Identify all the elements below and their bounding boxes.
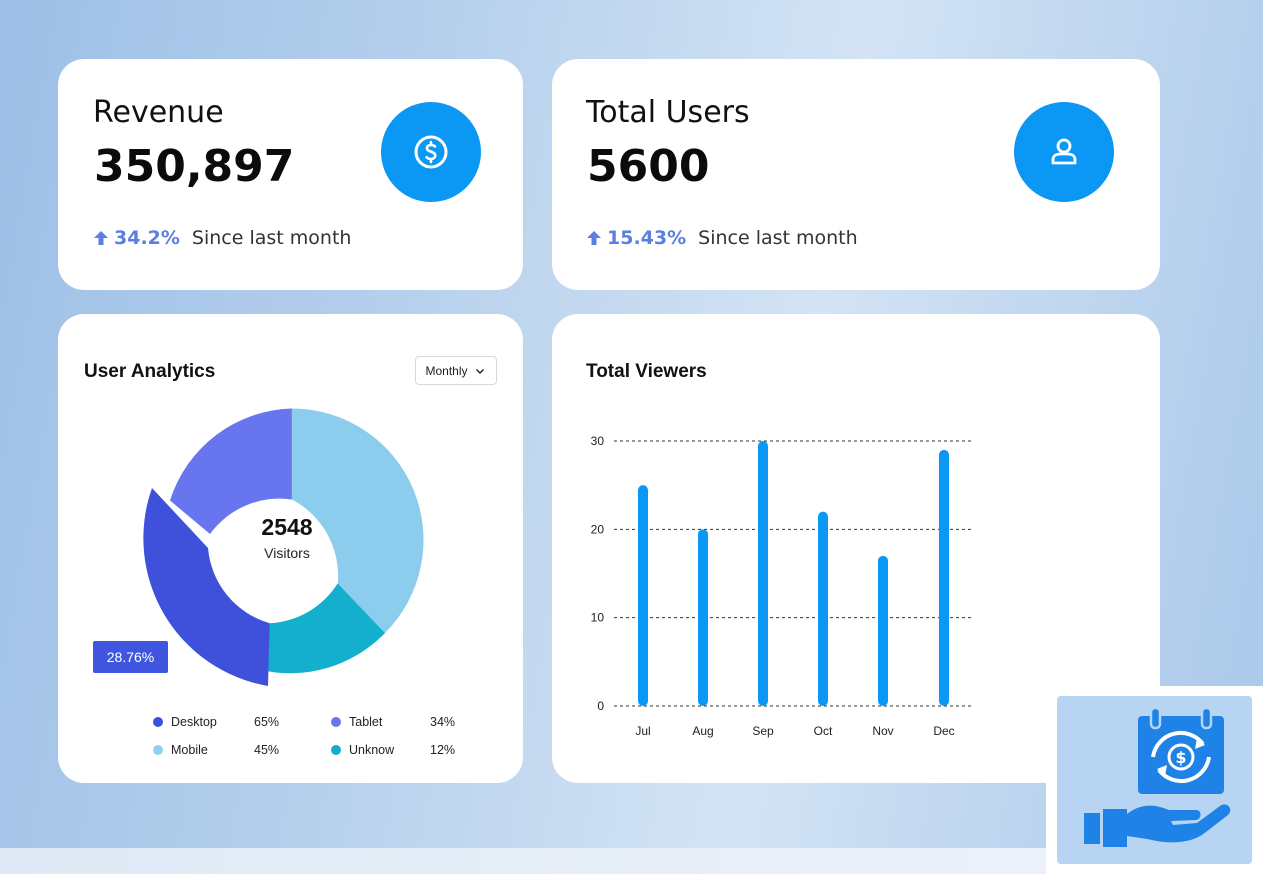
bar-aug [698,529,708,706]
legend-label-unknow: Unknow [349,743,395,757]
bar-sep [758,441,768,706]
y-tick-label: 0 [597,699,604,713]
legend-mobile: Mobile [153,743,208,757]
chevron-down-icon [475,368,484,374]
desktop-tooltip: 28.76% [93,641,168,673]
revenue-icon-button [381,102,481,202]
legend-pct-unknow: 12% [430,743,456,757]
bar-nov [878,555,888,706]
users-trend: 15.43% Since last month [585,227,858,249]
users-label: Total Users [586,95,750,130]
legend-label-desktop: Desktop [171,715,217,729]
promo-card: $ [1046,686,1263,874]
x-tick-label: Aug [692,724,713,738]
user-icon [1051,138,1077,165]
legend-tablet: Tablet [331,715,382,729]
svg-text:$: $ [1175,748,1186,767]
y-tick-label: 30 [591,434,605,448]
user-analytics-title: User Analytics [84,361,216,382]
users-icon-button [1014,102,1114,202]
period-dropdown[interactable]: Monthly [415,356,497,385]
x-tick-label: Nov [872,724,893,738]
donut-chart [143,408,424,686]
legend-label-tablet: Tablet [349,715,383,729]
revenue-card: Revenue 350,897 34.2% Since last month [58,59,523,290]
users-value: 5600 [587,141,710,192]
x-tick-label: Dec [933,724,954,738]
y-tick-label: 20 [591,522,605,536]
legend-dot-tablet [331,717,341,727]
donut-center: 2548 Visitors [242,514,332,561]
bar-dec [939,449,949,706]
x-tick-label: Sep [752,724,774,738]
legend-dot-mobile [153,745,163,755]
arrow-up-icon [94,231,108,245]
revenue-change: 34.2% [114,227,180,249]
recurring-payment-icon: $ [1084,706,1231,847]
visitors-count: 2548 [261,514,313,540]
legend-desktop: Desktop [153,715,217,729]
revenue-trend: 34.2% Since last month [92,227,351,249]
revenue-label: Revenue [93,95,224,130]
revenue-since: Since last month [191,227,352,249]
bar-jul [638,485,648,706]
donut-slice-unknow [258,583,385,674]
bar-chart: 0 10 20 30 Jul Aug Sep Oct Nov Dec [591,434,974,738]
legend-pct-mobile: 45% [254,743,280,757]
legend-label-mobile: Mobile [171,743,208,757]
users-since: Since last month [698,227,858,249]
legend-dot-desktop [153,717,163,727]
period-value: Monthly [425,363,468,378]
donut-slice-mobile [291,408,424,633]
user-analytics-card: User Analytics Monthly 2548 Visitors 28.… [58,314,523,783]
x-tick-label: Oct [814,724,833,738]
legend-unknow: Unknow [331,743,394,757]
visitors-label: Visitors [264,545,310,561]
revenue-value: 350,897 [94,141,295,192]
arrow-up-icon [587,231,601,245]
promo-illustration: $ [1057,696,1252,864]
legend-pct-desktop: 65% [254,715,280,729]
donut-slice-tablet [170,408,292,534]
x-tick-label: Jul [635,724,650,738]
total-viewers-title: Total Viewers [586,361,707,382]
users-change: 15.43% [607,227,687,249]
users-card: Total Users 5600 15.43% Since last month [552,59,1160,290]
bar-oct [818,511,828,706]
legend-pct-tablet: 34% [430,715,456,729]
y-tick-label: 10 [591,611,605,625]
donut-slice-desktop [143,488,270,686]
dollar-icon [414,135,448,169]
legend-dot-unknow [331,745,341,755]
